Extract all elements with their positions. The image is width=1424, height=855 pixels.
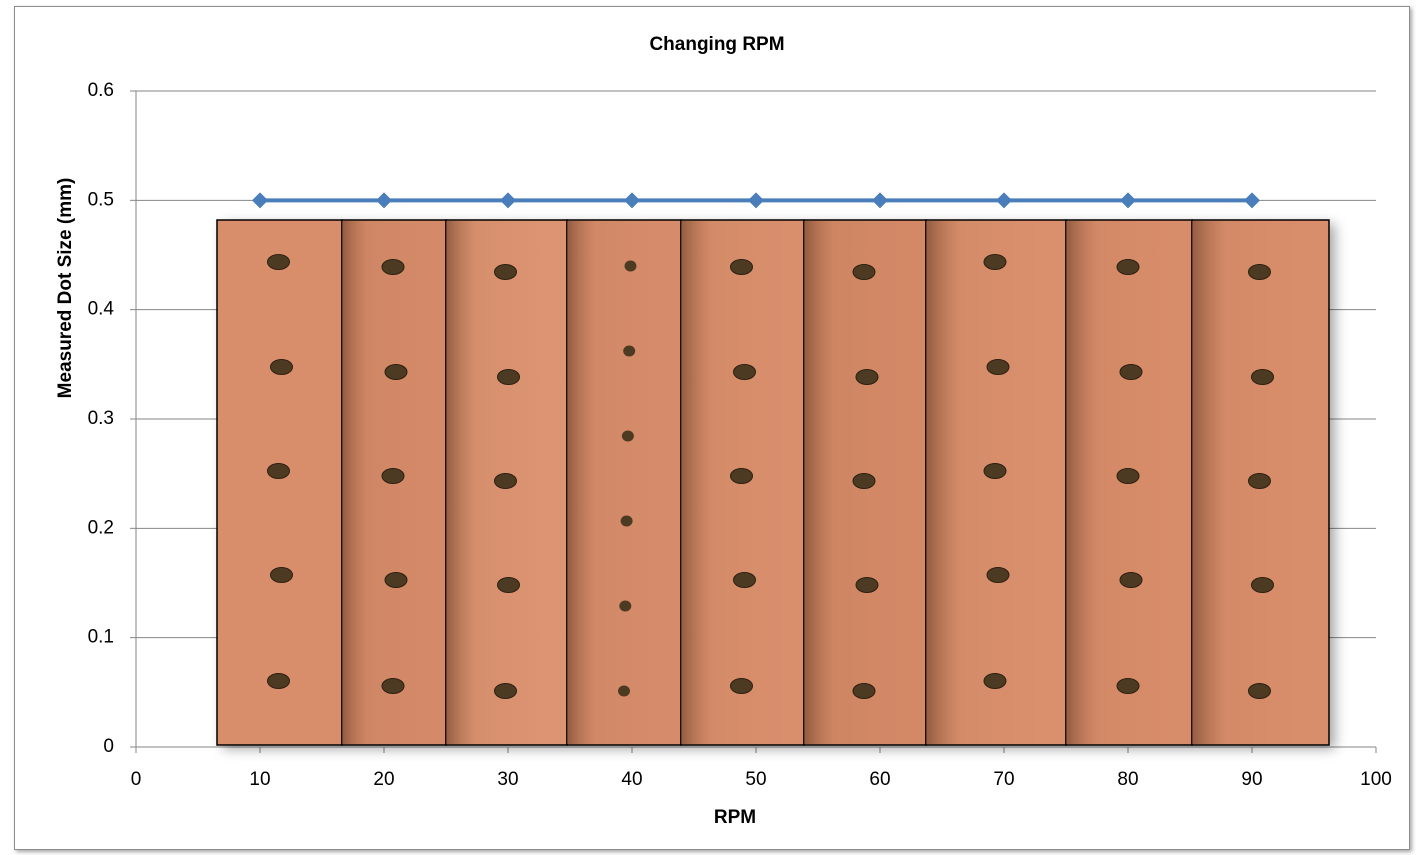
dot xyxy=(384,572,408,588)
data-marker xyxy=(1120,192,1136,209)
y-tick-label: 0.3 xyxy=(88,408,114,429)
panel-shade xyxy=(926,221,1066,744)
chart-title: Changing RPM xyxy=(649,34,784,55)
x-tick-label: 40 xyxy=(621,769,642,790)
x-tick-label: 80 xyxy=(1117,769,1138,790)
dot xyxy=(267,463,290,479)
dot xyxy=(619,600,632,612)
y-tick-label: 0.5 xyxy=(88,189,114,210)
photo-panel xyxy=(216,219,343,746)
dot xyxy=(855,369,879,385)
dot xyxy=(730,468,753,484)
dot xyxy=(267,673,290,689)
x-tick-label: 70 xyxy=(993,769,1014,790)
x-tick-label: 50 xyxy=(745,769,766,790)
data-marker xyxy=(748,192,764,209)
dot xyxy=(733,572,756,588)
x-tick-label: 60 xyxy=(869,769,890,790)
y-tick-label: 0.6 xyxy=(88,80,114,101)
dot xyxy=(620,515,633,527)
dot xyxy=(983,254,1007,270)
dot xyxy=(986,359,1010,375)
dot xyxy=(624,260,637,272)
data-marker xyxy=(252,192,268,209)
x-tick-label: 20 xyxy=(373,769,394,790)
photo-overlay xyxy=(216,219,1330,746)
dot xyxy=(621,430,634,442)
dot xyxy=(497,577,520,593)
dot xyxy=(733,364,756,380)
data-marker xyxy=(500,192,516,209)
dot xyxy=(1116,259,1140,275)
data-marker xyxy=(996,192,1012,209)
dot xyxy=(730,259,753,275)
panel-shade xyxy=(567,221,681,744)
data-marker xyxy=(872,192,888,209)
dot xyxy=(855,577,879,593)
dot xyxy=(1251,577,1274,593)
x-tick-label: 0 xyxy=(131,769,142,790)
dot xyxy=(497,369,520,385)
dot xyxy=(1248,683,1271,699)
dot xyxy=(1248,264,1271,280)
dot xyxy=(384,364,408,380)
dot xyxy=(270,359,293,375)
dot xyxy=(1116,468,1140,484)
dot xyxy=(986,567,1010,583)
dot xyxy=(381,259,405,275)
dot xyxy=(1116,678,1140,694)
dot xyxy=(1119,572,1143,588)
dot xyxy=(267,254,290,270)
y-tick-label: 0.1 xyxy=(88,627,114,648)
x-tick-label: 10 xyxy=(249,769,270,790)
dot xyxy=(1119,364,1143,380)
x-axis-label: RPM xyxy=(714,807,756,828)
data-marker xyxy=(624,192,640,209)
data-marker xyxy=(376,192,392,209)
dot xyxy=(270,567,293,583)
x-tick-label: 100 xyxy=(1360,769,1392,790)
dot xyxy=(494,683,517,699)
y-tick-label: 0 xyxy=(103,736,114,757)
dot xyxy=(494,473,517,489)
dot xyxy=(852,264,876,280)
dot xyxy=(494,264,517,280)
dot xyxy=(852,683,876,699)
y-tick-label: 0.4 xyxy=(88,299,115,320)
dot xyxy=(983,673,1007,689)
dot xyxy=(1251,369,1274,385)
dot xyxy=(623,345,636,357)
x-tick-label: 90 xyxy=(1241,769,1262,790)
dot xyxy=(381,678,405,694)
dot xyxy=(618,685,630,697)
y-axis-label: Measured Dot Size (mm) xyxy=(55,178,76,399)
dot xyxy=(983,463,1007,479)
dot xyxy=(852,473,876,489)
dot xyxy=(1248,473,1271,489)
data-marker xyxy=(1244,192,1260,209)
dot xyxy=(730,678,753,694)
y-tick-label: 0.2 xyxy=(88,517,114,538)
dot xyxy=(381,468,405,484)
x-tick-label: 30 xyxy=(497,769,518,790)
